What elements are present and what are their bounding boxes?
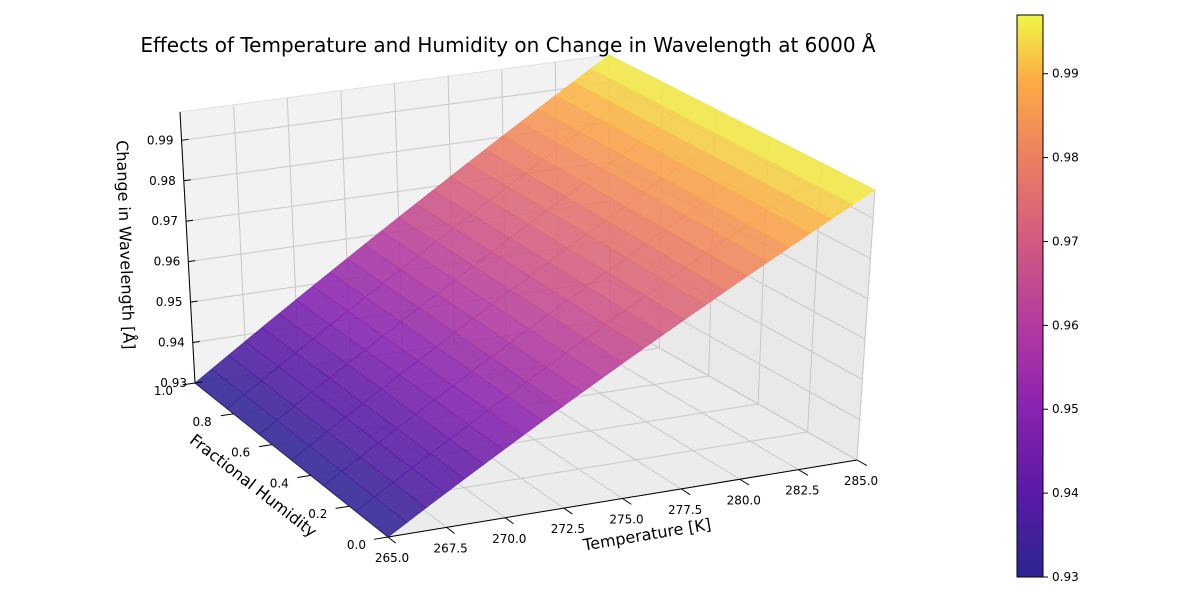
z-tick-mark: [194, 381, 203, 384]
z-tick-mark: [185, 219, 194, 222]
x-tick-mark: [680, 488, 691, 496]
z-tick-mark: [188, 260, 196, 263]
y-tick-label: 1.0: [154, 384, 173, 398]
y-tick-label: 0.8: [193, 415, 212, 429]
z-tick-label: 0.93: [160, 376, 187, 390]
colorbar-ticks: 0.93 0.94 0.95 0.96 0.97 0.98 0.99: [1043, 67, 1079, 584]
chart-title: Effects of Temperature and Humidity on C…: [140, 33, 876, 57]
y-tick-label: 0.0: [347, 538, 366, 552]
x-tick-mark: [387, 536, 397, 544]
y-ticks: 0.0 0.2 0.4 0.6 0.8 1.0: [154, 382, 389, 552]
y-tick-mark: [259, 444, 273, 448]
z-ticks: 0.93 0.94 0.95 0.96 0.97 0.98 0.99: [147, 133, 203, 390]
colorbar-tick-label: 0.93: [1052, 570, 1079, 584]
x-tick-label: 285.0: [844, 474, 878, 488]
colorbar-gradient: [1016, 14, 1044, 578]
back-grid-line: [233, 104, 248, 376]
y-tick-mark: [373, 536, 389, 540]
x-tick-label: 282.5: [785, 484, 819, 498]
y-tick-label: 0.2: [308, 507, 327, 521]
x-tick-label: 270.0: [492, 532, 526, 546]
z-tick-label: 0.97: [151, 214, 178, 228]
y-tick-mark: [220, 413, 234, 417]
z-tick-mark: [190, 300, 198, 303]
colorbar: 0.93 0.94 0.95 0.96 0.97 0.98 0.99: [1016, 14, 1079, 584]
z-tick-mark: [183, 179, 191, 182]
x-tick-mark: [739, 478, 750, 486]
x-ticks: 265.0 267.5 270.0 272.5 275.0 277.5 280.0 282.5…: [375, 459, 878, 565]
x-tick-mark: [856, 459, 868, 467]
z-tick-label: 0.95: [156, 295, 183, 309]
y-tick-mark: [335, 505, 350, 509]
x-tick-mark: [563, 507, 573, 515]
z-tick-label: 0.96: [154, 255, 181, 269]
colorbar-tick-label: 0.94: [1052, 486, 1079, 500]
colorbar-tick-label: 0.96: [1052, 318, 1079, 332]
z-tick-label: 0.99: [147, 133, 174, 147]
colorbar-tick-label: 0.95: [1052, 402, 1079, 416]
z-tick-mark: [192, 341, 200, 344]
colorbar-tick-label: 0.97: [1052, 234, 1079, 248]
x-tick-mark: [622, 498, 632, 505]
x-tick-mark: [798, 469, 809, 476]
z-tick-label: 0.98: [149, 174, 176, 188]
z-tick-label: 0.94: [158, 336, 185, 350]
colorbar-tick-label: 0.99: [1052, 67, 1079, 81]
surface: [194, 54, 876, 538]
z-axis-label: Change in Wavelength [Å]: [112, 140, 138, 350]
x-tick-label: 272.5: [551, 522, 585, 536]
x-axis-label: Temperature [K]: [581, 515, 713, 555]
colorbar-tick-label: 0.98: [1052, 151, 1079, 165]
y-tick-label: 0.4: [270, 476, 289, 490]
surface-patch: [590, 54, 654, 92]
x-tick-mark: [504, 517, 514, 525]
back-grid-line: [181, 82, 610, 141]
x-tick-label: 267.5: [433, 541, 467, 555]
y-tick-mark: [297, 474, 311, 479]
y-tick-label: 0.6: [231, 446, 250, 460]
x-tick-mark: [446, 526, 455, 534]
side-grid-line: [856, 189, 876, 461]
x-tick-label: 280.0: [727, 493, 761, 507]
x-tick-label: 277.5: [668, 503, 702, 517]
z-tick-mark: [181, 138, 189, 141]
x-tick-label: 275.0: [609, 513, 643, 527]
x-tick-label: 265.0: [375, 551, 409, 565]
y-tick-mark: [182, 382, 196, 386]
z-axis-line: [179, 111, 196, 384]
